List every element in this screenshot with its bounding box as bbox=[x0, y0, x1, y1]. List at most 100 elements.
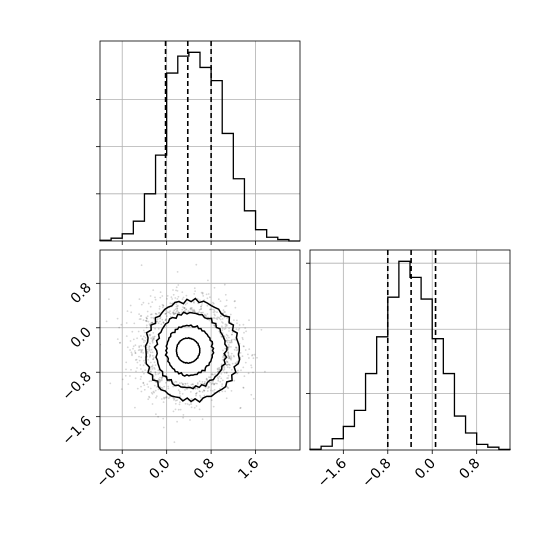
scatter-point bbox=[176, 309, 179, 312]
scatter-x-tick-label-0: −0.8 bbox=[94, 456, 129, 491]
scatter-point bbox=[148, 345, 151, 348]
scatter-point bbox=[138, 313, 141, 315]
scatter-point bbox=[173, 399, 175, 401]
scatter-point bbox=[152, 358, 155, 361]
scatter-point bbox=[161, 295, 164, 297]
scatter-point bbox=[217, 298, 220, 301]
scatter-point bbox=[151, 341, 154, 344]
scatter-point bbox=[178, 312, 181, 314]
scatter-point bbox=[182, 296, 185, 299]
scatter-point bbox=[157, 327, 160, 330]
scatter-point bbox=[131, 353, 133, 355]
scatter-point bbox=[151, 403, 154, 405]
hist-right-histogram-step bbox=[309, 260, 511, 451]
scatter-point bbox=[143, 341, 145, 343]
scatter-point bbox=[243, 331, 245, 334]
scatter-point bbox=[238, 327, 241, 330]
scatter-point bbox=[235, 362, 238, 365]
scatter-point bbox=[226, 385, 228, 388]
scatter-point bbox=[169, 395, 171, 398]
scatter-point bbox=[239, 406, 242, 409]
scatter-point bbox=[250, 364, 253, 367]
scatter-point bbox=[209, 308, 212, 311]
scatter-point bbox=[181, 291, 184, 294]
scatter-point bbox=[233, 319, 235, 321]
scatter-point bbox=[159, 379, 162, 382]
scatter-point bbox=[228, 339, 231, 342]
scatter-point bbox=[175, 286, 178, 289]
scatter-point bbox=[209, 376, 212, 379]
scatter-point bbox=[194, 290, 197, 293]
scatter-point bbox=[153, 366, 156, 369]
scatter-point bbox=[142, 352, 145, 354]
scatter-point bbox=[178, 390, 181, 393]
scatter-point bbox=[177, 305, 179, 307]
scatter-point bbox=[231, 338, 233, 341]
scatter-point bbox=[145, 326, 148, 329]
scatter-point bbox=[233, 338, 236, 341]
scatter-point bbox=[150, 370, 152, 373]
scatter-point bbox=[108, 298, 110, 301]
scatter-point bbox=[190, 306, 193, 309]
scatter-point bbox=[207, 385, 210, 388]
scatter-point bbox=[196, 383, 199, 385]
scatter-point bbox=[125, 335, 128, 337]
scatter-point bbox=[228, 327, 231, 330]
scatter-point bbox=[159, 380, 162, 383]
scatter-point bbox=[142, 329, 145, 332]
scatter-point bbox=[149, 342, 151, 345]
scatter-point bbox=[242, 386, 245, 389]
hist-right-x-tick-label-3: 0.8 bbox=[456, 456, 483, 483]
scatter-point bbox=[176, 290, 179, 292]
scatter-point bbox=[225, 397, 228, 400]
scatter-point bbox=[243, 345, 245, 348]
scatter-y-tick-label-0: −1.6 bbox=[59, 413, 94, 448]
scatter-point bbox=[141, 338, 144, 341]
scatter-point bbox=[214, 314, 216, 317]
scatter-point bbox=[183, 307, 186, 310]
scatter-point bbox=[201, 391, 204, 393]
scatter-point bbox=[175, 310, 178, 313]
scatter-point bbox=[168, 311, 171, 314]
scatter-point bbox=[227, 355, 230, 357]
scatter-point bbox=[212, 390, 214, 392]
scatter-point bbox=[120, 388, 123, 390]
scatter-point bbox=[210, 308, 213, 311]
scatter-point bbox=[157, 312, 160, 314]
scatter-point bbox=[237, 329, 240, 331]
scatter-point bbox=[227, 357, 230, 360]
scatter-point bbox=[199, 311, 202, 314]
scatter-point bbox=[134, 352, 137, 355]
scatter-point bbox=[154, 312, 157, 315]
scatter-point bbox=[200, 307, 203, 310]
scatter-point bbox=[198, 408, 201, 411]
contour-level-1 bbox=[164, 324, 215, 377]
scatter-point bbox=[173, 313, 176, 315]
scatter-point bbox=[218, 368, 221, 371]
scatter-point bbox=[156, 320, 159, 323]
scatter-point bbox=[219, 380, 222, 383]
scatter-point bbox=[160, 323, 163, 326]
scatter-point bbox=[176, 305, 179, 307]
scatter-point bbox=[179, 401, 181, 404]
scatter-point bbox=[172, 385, 175, 388]
scatter-point bbox=[134, 344, 137, 347]
scatter-point bbox=[147, 302, 150, 305]
scatter-point bbox=[153, 384, 156, 387]
scatter-point bbox=[210, 383, 213, 385]
scatter-point bbox=[184, 383, 187, 385]
scatter-point bbox=[239, 352, 242, 354]
scatter-point bbox=[193, 293, 196, 295]
scatter-point bbox=[162, 426, 165, 429]
scatter-point bbox=[240, 369, 242, 372]
scatter-point bbox=[234, 362, 237, 365]
scatter-point bbox=[200, 311, 203, 314]
scatter-point bbox=[148, 396, 151, 399]
scatter-point bbox=[235, 328, 238, 331]
scatter-point bbox=[185, 308, 187, 311]
scatter-point bbox=[226, 377, 229, 379]
scatter-point bbox=[199, 390, 201, 393]
scatter-point bbox=[178, 312, 181, 314]
scatter-point bbox=[242, 366, 245, 369]
scatter-point bbox=[152, 390, 155, 393]
